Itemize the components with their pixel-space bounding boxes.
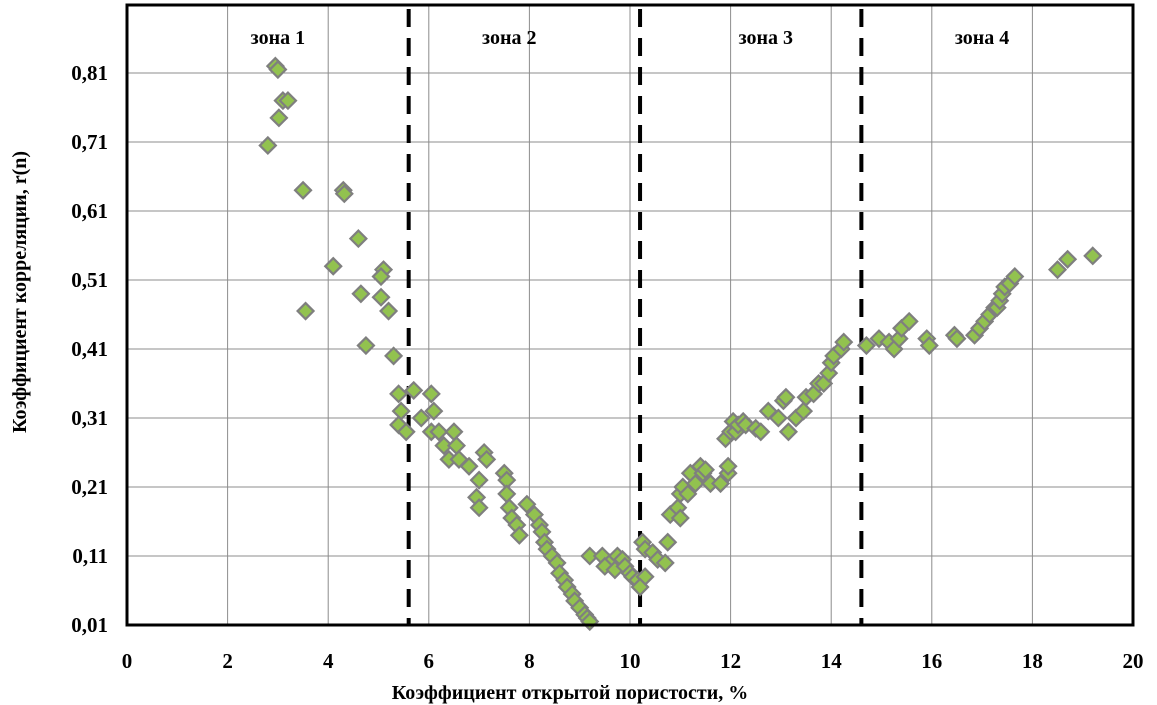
data-point: [751, 422, 771, 442]
x-tick-label: 18: [1022, 649, 1043, 673]
data-point: [768, 408, 788, 428]
data-point: [658, 532, 678, 552]
plot-frame: [125, 3, 1135, 627]
y-tick-label: 0,41: [71, 337, 108, 361]
data-point: [371, 266, 391, 287]
data-point: [389, 384, 409, 404]
data-point: [630, 577, 650, 597]
y-tick-label: 0,61: [71, 199, 108, 223]
y-axis-ticks: 0,01 0,11 0,21 0,31 0,41 0,51 0,61 0,71 0,81: [71, 61, 108, 637]
zone-labels: зона 1 зона 2 зона 3 зона 4: [251, 27, 1010, 49]
data-point: [517, 494, 537, 514]
data-point: [296, 301, 316, 321]
x-tick-label: 8: [524, 649, 535, 673]
data-point: [384, 346, 404, 366]
data-point: [404, 380, 424, 400]
data-point: [580, 546, 600, 566]
data-point: [323, 256, 343, 276]
data-point: [947, 329, 967, 349]
data-point: [334, 184, 354, 204]
x-tick-label: 16: [921, 649, 942, 673]
data-point: [1005, 266, 1025, 287]
zone-label: зона 3: [739, 27, 793, 49]
data-point: [710, 473, 731, 494]
data-point: [685, 473, 705, 494]
y-tick-label: 0,81: [71, 61, 108, 85]
data-point: [655, 553, 675, 573]
gridlines: [127, 5, 1133, 625]
data-point: [396, 422, 416, 442]
data-point: [919, 335, 939, 356]
y-tick-label: 0,51: [71, 268, 108, 292]
data-point: [469, 498, 489, 518]
x-axis-title: Коэффициент открытой пористости, %: [392, 682, 748, 704]
y-tick-label: 0,21: [71, 475, 108, 499]
data-point: [477, 449, 497, 469]
data-point: [459, 456, 479, 476]
x-tick-label: 6: [424, 649, 435, 673]
data-point: [268, 59, 288, 80]
x-tick-label: 12: [720, 649, 741, 673]
data-point: [1058, 249, 1078, 269]
y-tick-label: 0,11: [72, 544, 108, 568]
zone-label: зона 1: [251, 27, 305, 49]
x-axis-ticks: 0 2 4 6 8 10 12 14 16 18 20: [122, 649, 1144, 673]
zone-label: зона 4: [955, 27, 1009, 49]
zone-boundaries: [406, 9, 864, 625]
data-point: [670, 508, 690, 528]
x-tick-label: 2: [222, 649, 233, 673]
y-tick-label: 0,71: [71, 130, 108, 154]
data-point: [509, 525, 529, 545]
data-point: [379, 301, 399, 321]
y-tick-label: 0,31: [71, 406, 108, 430]
data-point: [411, 408, 431, 428]
zone-label: зона 2: [482, 27, 536, 49]
data-point: [429, 422, 449, 442]
data-point: [856, 335, 876, 356]
x-tick-label: 0: [122, 649, 133, 673]
data-point: [899, 311, 919, 331]
x-tick-label: 14: [821, 649, 843, 673]
y-tick-label: 0,01: [71, 613, 108, 637]
data-point: [718, 456, 738, 476]
data-point: [421, 384, 441, 404]
x-tick-label: 10: [620, 649, 641, 673]
data-point: [793, 401, 814, 421]
data-point: [278, 91, 298, 111]
data-point: [356, 335, 376, 356]
data-point: [258, 135, 278, 156]
data-point: [371, 287, 391, 307]
data-point: [778, 422, 799, 442]
data-point: [469, 470, 489, 490]
data-point: [1083, 246, 1103, 266]
data-point: [269, 108, 289, 128]
data-point: [351, 284, 371, 304]
data-point: [695, 460, 716, 480]
x-tick-label: 4: [323, 649, 334, 673]
data-point: [776, 387, 796, 407]
data-point: [424, 401, 444, 421]
data-point: [678, 484, 698, 504]
data-point: [348, 229, 368, 249]
data-point: [293, 180, 313, 200]
data-points: [258, 56, 1103, 632]
data-point: [1047, 260, 1068, 280]
y-axis-title: Коэффициент корреляции, r(n): [9, 151, 31, 433]
data-point: [434, 436, 454, 456]
data-point: [834, 332, 854, 352]
x-tick-label: 20: [1123, 649, 1144, 673]
